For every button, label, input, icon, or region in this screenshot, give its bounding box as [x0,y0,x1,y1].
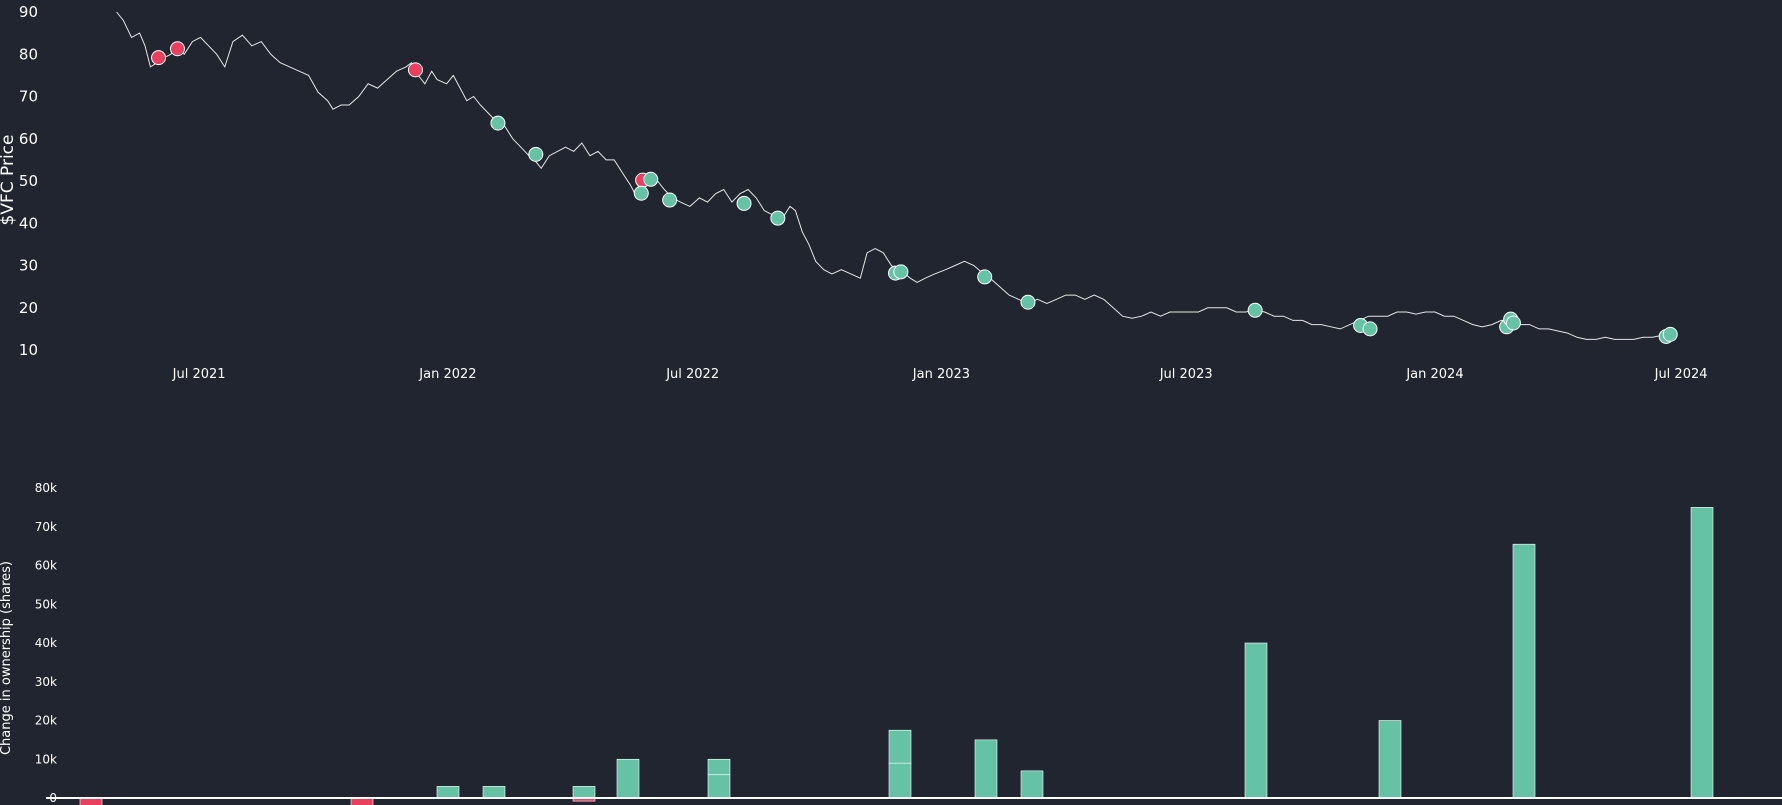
buy-marker[interactable] [893,264,909,280]
ownership-y-tick: 60k [35,559,57,573]
ownership-y-tick: 80k [35,481,57,495]
ownership-bar-buy[interactable] [572,786,596,799]
ownership-y-tick: 50k [35,597,57,611]
buy-marker[interactable] [1020,294,1036,310]
buy-marker[interactable] [736,195,752,211]
buy-marker[interactable] [528,146,544,162]
ownership-bar-sell[interactable] [79,797,103,805]
price-y-tick: 60 [19,130,38,148]
ownership-bar-buy[interactable] [1020,770,1044,799]
price-y-tick: 80 [19,45,38,63]
ownership-bar-buy[interactable] [974,739,998,799]
buy-marker[interactable] [977,269,993,285]
sell-marker[interactable] [169,41,185,57]
price-axis-title: $VFC Price [0,135,18,226]
price-y-tick: 50 [19,172,38,190]
buy-marker[interactable] [1505,315,1521,331]
price-y-tick: 30 [19,257,38,275]
price-x-tick: Jan 2022 [418,367,476,382]
price-y-axis: 10 20 30 40 50 60 70 80 90 [19,3,38,359]
price-x-tick: Jul 2022 [665,367,719,382]
ownership-bar-buy[interactable] [888,729,912,764]
ownership-bar-buy[interactable] [1244,642,1268,799]
sell-marker[interactable] [151,50,167,66]
ownership-bar-buy[interactable] [707,758,731,776]
buy-marker[interactable] [1247,302,1263,318]
ownership-bar-buy[interactable] [616,758,640,799]
ownership-y-axis: 010k20k30k40k50k60k70k80k [35,481,57,805]
ownership-bar-buy[interactable] [888,762,912,799]
ownership-axis-title: Change in ownership (shares) [0,561,14,755]
trade-markers [151,41,1678,344]
ownership-bar-buy[interactable] [1690,507,1714,799]
buy-marker[interactable] [770,210,786,226]
ownership-y-tick: 40k [35,636,57,650]
price-x-tick: Jul 2024 [1654,367,1708,382]
ownership-bar-buy[interactable] [707,774,731,799]
price-y-tick: 70 [19,88,38,106]
ownership-bar-buy[interactable] [436,786,460,799]
price-x-axis: Jul 2021 Jan 2022 Jul 2022 Jan 2023 Jul 2023… [172,367,1708,382]
price-y-tick: 90 [19,3,38,21]
ownership-y-tick: 70k [35,520,57,534]
buy-marker[interactable] [490,115,506,131]
ownership-chart: 010k20k30k40k50k60k70k80k Change in owne… [0,481,1782,805]
buy-marker[interactable] [643,171,659,187]
ownership-y-tick: 20k [35,714,57,728]
buy-marker[interactable] [633,185,649,201]
ownership-y-tick: 30k [35,675,57,689]
price-y-tick: 40 [19,214,38,232]
sell-marker[interactable] [407,62,423,78]
price-y-tick: 10 [19,341,38,359]
price-line [116,11,1672,340]
price-x-tick: Jan 2024 [1405,367,1463,382]
buy-marker[interactable] [1362,321,1378,337]
ownership-bar-buy[interactable] [1512,543,1536,799]
ownership-bar-sell[interactable] [350,797,374,805]
price-y-tick: 20 [19,299,38,317]
ownership-y-tick: 10k [35,752,57,766]
buy-marker[interactable] [1662,326,1678,342]
price-x-tick: Jul 2021 [172,367,226,382]
ownership-bars [79,507,1714,805]
ownership-bar-buy[interactable] [1378,720,1402,799]
price-x-tick: Jan 2023 [912,367,970,382]
buy-marker[interactable] [662,192,678,208]
price-x-tick: Jul 2023 [1159,367,1213,382]
ownership-bar-buy[interactable] [482,786,506,799]
